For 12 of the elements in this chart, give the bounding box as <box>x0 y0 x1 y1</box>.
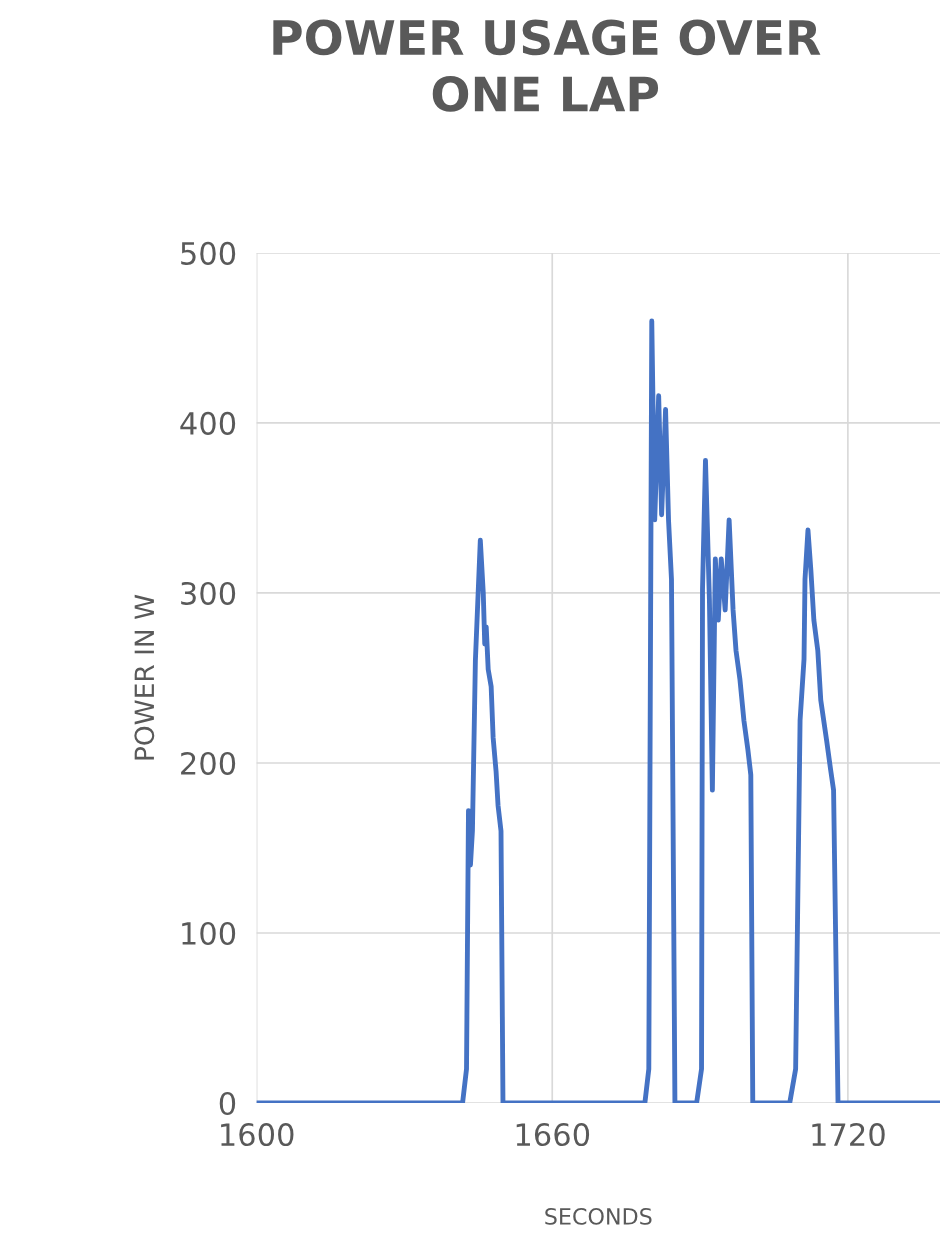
x-tick-label: 1660 <box>516 1123 590 1147</box>
x-axis-title: SECONDS <box>545 1207 652 1225</box>
x-tick-label: 1720 <box>812 1123 885 1147</box>
y-tick-label: 200 <box>181 751 236 776</box>
y-tick-label: 400 <box>180 411 236 435</box>
y-tick-label: 0 <box>219 1091 236 1116</box>
y-axis-title: POWER IN W <box>134 594 155 760</box>
y-tick-label: 500 <box>181 241 236 265</box>
y-tick-label: 100 <box>182 921 236 946</box>
y-tick-label: 300 <box>181 581 236 605</box>
x-tick-label: 1600 <box>221 1123 294 1147</box>
chart-title: POWER USAGE OVER ONE LAP <box>273 19 821 112</box>
